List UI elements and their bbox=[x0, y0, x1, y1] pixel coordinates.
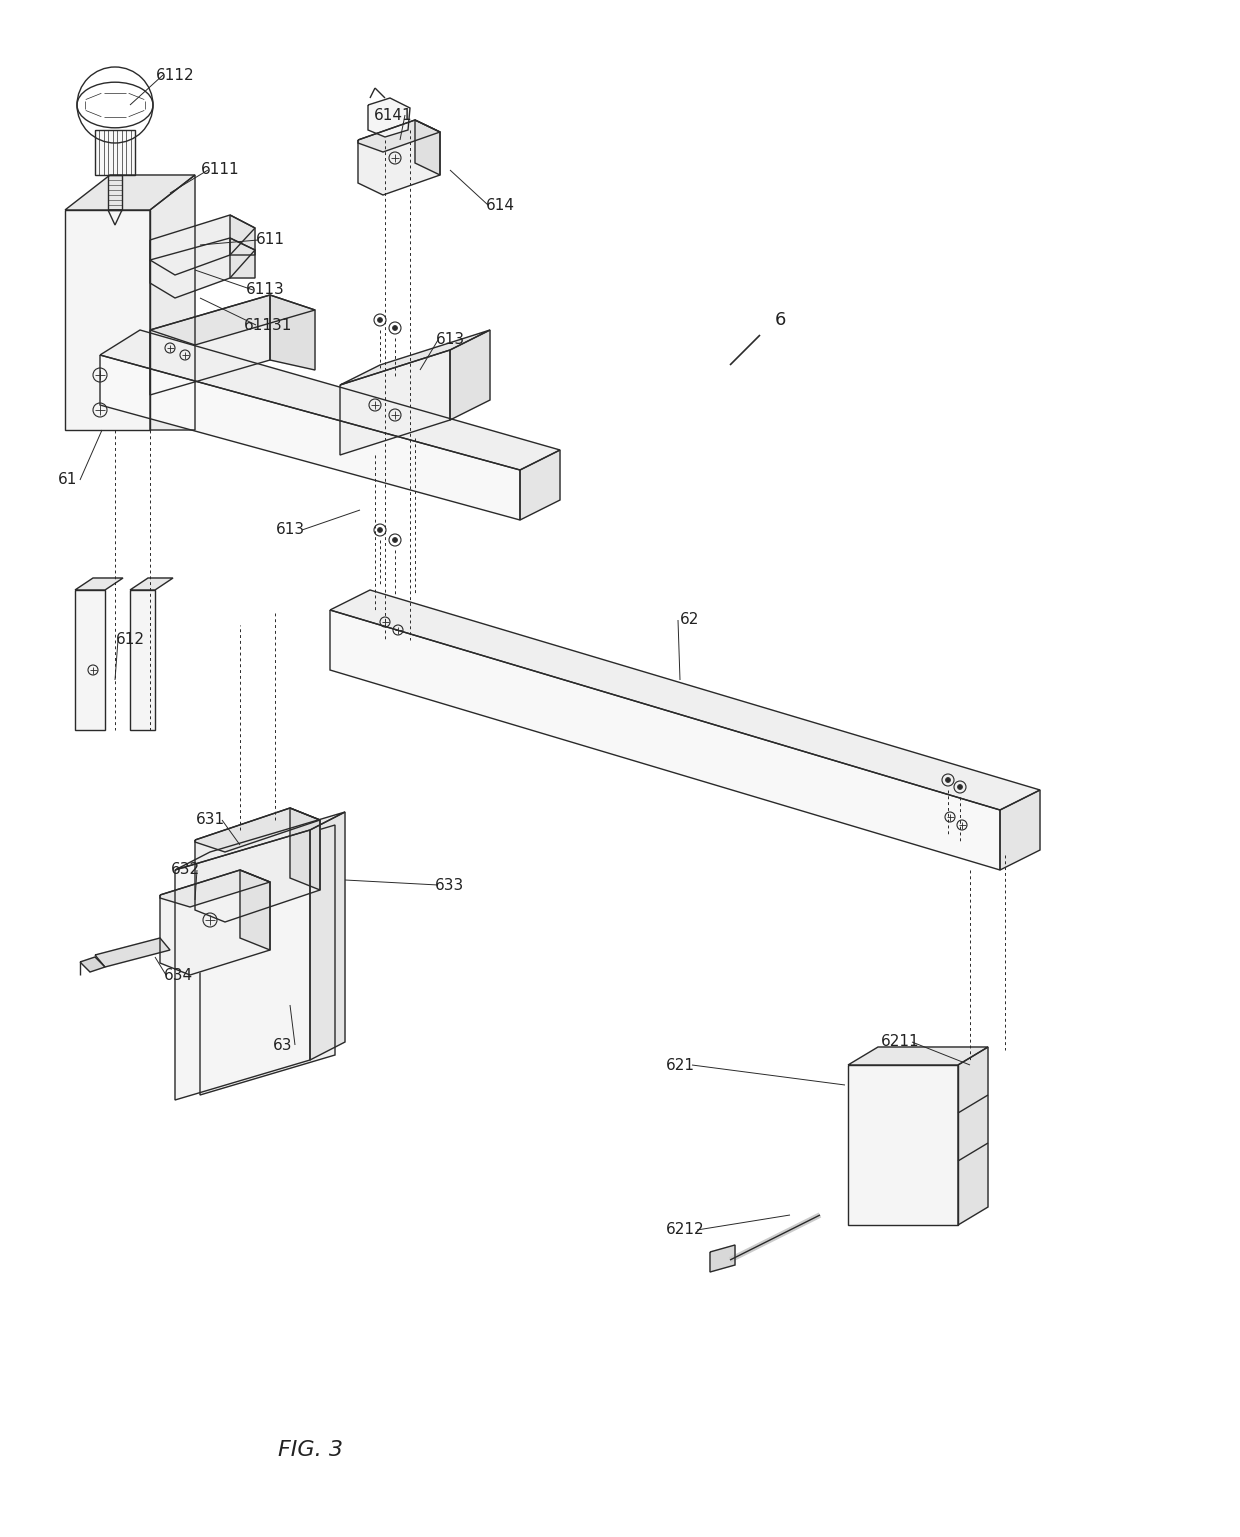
Polygon shape bbox=[848, 1047, 988, 1065]
Text: 612: 612 bbox=[115, 633, 145, 647]
Polygon shape bbox=[848, 1065, 959, 1225]
Polygon shape bbox=[229, 215, 255, 255]
Polygon shape bbox=[130, 578, 174, 590]
Text: 6111: 6111 bbox=[201, 163, 239, 177]
Polygon shape bbox=[150, 295, 315, 344]
Polygon shape bbox=[711, 1245, 735, 1273]
Polygon shape bbox=[74, 578, 123, 590]
Polygon shape bbox=[340, 330, 490, 384]
Polygon shape bbox=[150, 215, 255, 275]
Text: 6112: 6112 bbox=[156, 68, 195, 83]
Text: 613: 613 bbox=[275, 523, 305, 538]
Circle shape bbox=[377, 527, 382, 532]
Text: 632: 632 bbox=[170, 862, 200, 878]
Text: 613: 613 bbox=[435, 332, 465, 347]
Polygon shape bbox=[95, 131, 135, 175]
Polygon shape bbox=[959, 1047, 988, 1225]
Text: 61: 61 bbox=[58, 472, 78, 487]
Polygon shape bbox=[175, 830, 310, 1100]
Text: 6211: 6211 bbox=[880, 1034, 919, 1050]
Polygon shape bbox=[175, 812, 345, 870]
Text: 6141: 6141 bbox=[373, 108, 413, 123]
Polygon shape bbox=[290, 808, 320, 890]
Polygon shape bbox=[450, 330, 490, 420]
Circle shape bbox=[393, 326, 398, 330]
Polygon shape bbox=[160, 870, 270, 974]
Circle shape bbox=[945, 778, 951, 782]
Polygon shape bbox=[81, 958, 105, 971]
Polygon shape bbox=[100, 330, 560, 470]
Text: 6: 6 bbox=[774, 310, 786, 329]
Text: 62: 62 bbox=[681, 613, 699, 627]
Text: 6212: 6212 bbox=[666, 1222, 704, 1237]
Polygon shape bbox=[358, 120, 440, 195]
Text: FIG. 3: FIG. 3 bbox=[278, 1440, 342, 1460]
Polygon shape bbox=[64, 211, 150, 430]
Polygon shape bbox=[100, 355, 520, 520]
Text: 621: 621 bbox=[666, 1057, 694, 1073]
Polygon shape bbox=[270, 295, 315, 370]
Polygon shape bbox=[95, 938, 170, 967]
Polygon shape bbox=[330, 590, 1040, 810]
Polygon shape bbox=[160, 870, 270, 907]
Polygon shape bbox=[64, 175, 195, 211]
Text: 63: 63 bbox=[273, 1037, 293, 1053]
Polygon shape bbox=[229, 238, 255, 278]
Text: 6113: 6113 bbox=[246, 283, 284, 298]
Text: 61131: 61131 bbox=[244, 318, 293, 332]
Polygon shape bbox=[241, 870, 270, 950]
Polygon shape bbox=[150, 175, 195, 430]
Text: 633: 633 bbox=[435, 878, 465, 893]
Polygon shape bbox=[195, 808, 320, 922]
Circle shape bbox=[393, 538, 398, 543]
Polygon shape bbox=[310, 812, 345, 1061]
Polygon shape bbox=[200, 825, 335, 1094]
Text: 631: 631 bbox=[196, 813, 224, 827]
Polygon shape bbox=[150, 295, 270, 395]
Polygon shape bbox=[108, 211, 122, 224]
Polygon shape bbox=[999, 790, 1040, 870]
Text: 611: 611 bbox=[255, 232, 284, 247]
Circle shape bbox=[377, 318, 382, 323]
Polygon shape bbox=[74, 590, 105, 730]
Polygon shape bbox=[520, 450, 560, 520]
Polygon shape bbox=[415, 120, 440, 175]
Polygon shape bbox=[340, 350, 450, 455]
Polygon shape bbox=[150, 238, 255, 298]
Polygon shape bbox=[108, 175, 122, 211]
Polygon shape bbox=[130, 590, 155, 730]
Text: 634: 634 bbox=[164, 967, 192, 982]
Text: 614: 614 bbox=[486, 197, 515, 212]
Polygon shape bbox=[195, 808, 320, 851]
Polygon shape bbox=[358, 120, 440, 152]
Polygon shape bbox=[368, 98, 410, 137]
Polygon shape bbox=[330, 610, 999, 870]
Circle shape bbox=[957, 784, 962, 790]
